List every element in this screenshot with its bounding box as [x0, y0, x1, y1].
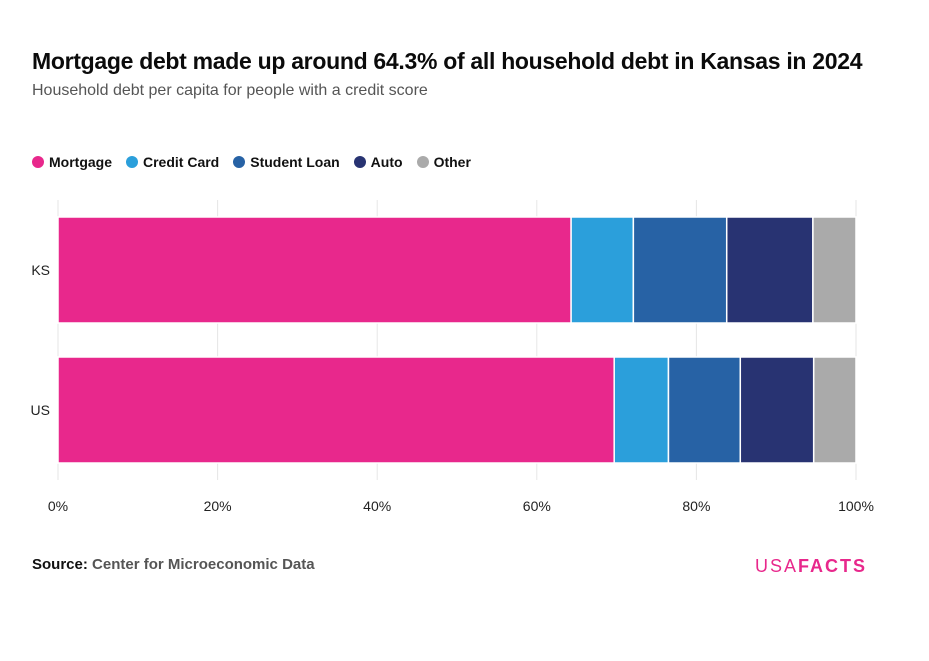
bar-us-credit-card — [613, 356, 670, 464]
legend-label-credit-card: Credit Card — [143, 154, 220, 170]
source-text: Center for Microeconomic Data — [92, 556, 315, 573]
legend-item-student-loan: Student Loan — [233, 154, 340, 170]
bar-us-student-loan — [667, 356, 742, 464]
bar-us-other — [812, 356, 857, 464]
legend-label-student-loan: Student Loan — [250, 154, 340, 170]
logo-facts: FACTS — [798, 556, 868, 576]
bar-us-auto — [739, 356, 815, 464]
source-label: Source: — [32, 556, 88, 573]
legend-swatch-mortgage — [32, 156, 44, 168]
legend-swatch-credit-card — [126, 156, 138, 168]
legend-label-mortgage: Mortgage — [49, 154, 112, 170]
bar-ks-student-loan — [632, 216, 728, 324]
legend-item-credit-card: Credit Card — [126, 154, 219, 170]
category-labels: KS US — [31, 262, 50, 418]
usafacts-logo: USAFACTS — [755, 556, 867, 577]
category-label-ks: KS — [31, 262, 50, 278]
x-tick-label-0: 0% — [48, 498, 68, 514]
chart-title: Mortgage debt made up around 64.3% of al… — [32, 48, 863, 74]
legend-label-auto: Auto — [370, 154, 403, 170]
x-tick-label-100: 100% — [838, 498, 874, 514]
logo-usa: USA — [755, 556, 799, 576]
legend-item-mortgage: Mortgage — [32, 154, 112, 170]
bar-ks-credit-card — [570, 216, 635, 324]
legend: Mortgage Credit Card Student Loan Auto Other — [32, 154, 471, 170]
legend-swatch-auto — [353, 156, 366, 168]
bar-ks-other — [812, 216, 857, 324]
legend-swatch-other — [416, 156, 429, 168]
bar-ks-mortgage — [57, 216, 572, 324]
bars — [57, 216, 857, 464]
bar-us-mortgage — [57, 356, 615, 464]
x-tick-label-80: 80% — [682, 498, 710, 514]
category-label-us: US — [31, 402, 50, 418]
x-tick-label-20: 20% — [204, 498, 232, 514]
x-axis-tick-labels: 0% 20% 40% 60% 80% 100% — [48, 498, 874, 514]
legend-item-other: Other — [416, 154, 471, 170]
source: Source: Center for Microeconomic Data — [32, 556, 315, 573]
legend-swatch-student-loan — [233, 156, 246, 168]
x-tick-label-60: 60% — [523, 498, 551, 514]
bar-ks-auto — [725, 216, 814, 324]
legend-label-other: Other — [433, 154, 471, 170]
chart-subtitle: Household debt per capita for people wit… — [32, 82, 428, 99]
legend-item-auto: Auto — [353, 154, 403, 170]
x-tick-label-40: 40% — [363, 498, 391, 514]
